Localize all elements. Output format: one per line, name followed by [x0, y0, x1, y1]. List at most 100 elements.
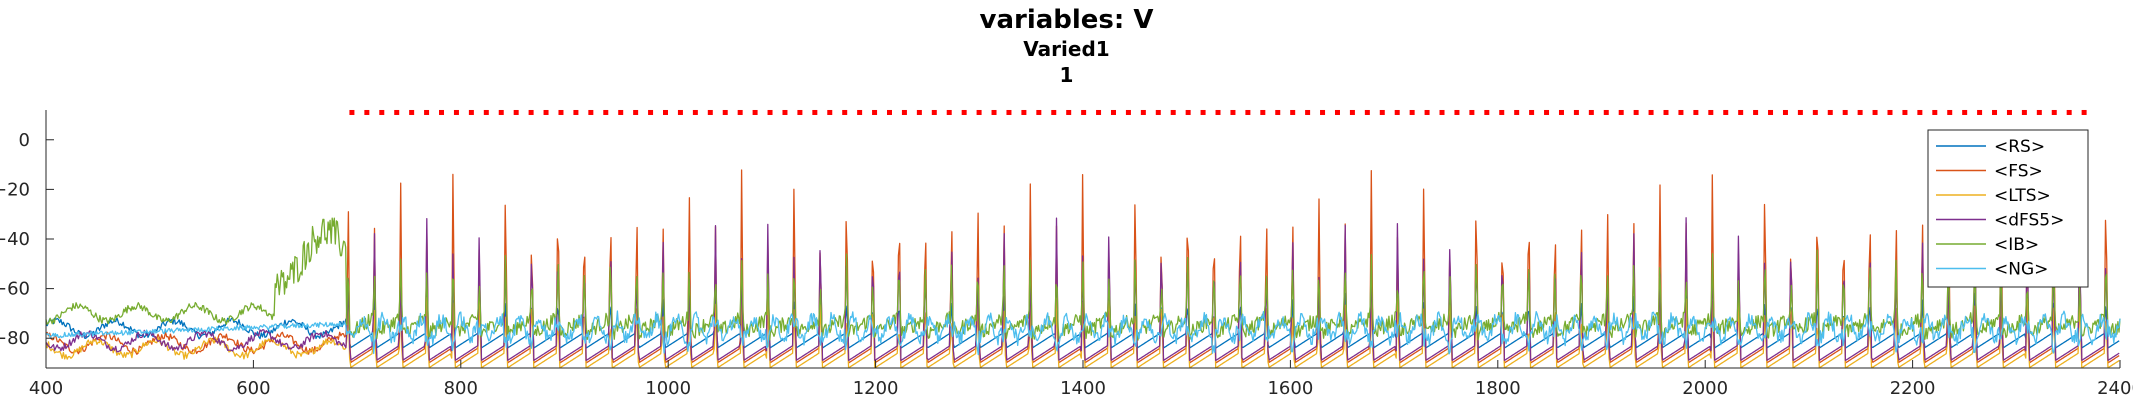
raster-marker: [1349, 109, 1355, 115]
raster-marker: [1170, 109, 1176, 115]
raster-marker: [2036, 109, 2042, 115]
raster-marker: [991, 109, 997, 115]
raster-marker: [1678, 109, 1684, 115]
x-tick-label: 800: [444, 378, 478, 399]
raster-marker: [1454, 109, 1460, 115]
raster-marker: [1962, 109, 1968, 115]
raster-marker: [1947, 109, 1953, 115]
raster-marker: [1708, 109, 1714, 115]
raster-marker: [1469, 109, 1475, 115]
series-line: [45, 217, 2120, 362]
raster-marker: [1155, 109, 1161, 115]
raster-marker: [1245, 109, 1251, 115]
raster-marker: [663, 109, 669, 115]
raster-marker: [737, 109, 743, 115]
raster-marker: [677, 109, 683, 115]
raster-marker: [379, 109, 385, 115]
raster-marker: [692, 109, 698, 115]
raster-marker: [1096, 109, 1102, 115]
raster-marker: [1648, 109, 1654, 115]
raster-marker: [439, 109, 445, 115]
title-block: variables: V Varied1 1: [0, 4, 2133, 88]
x-tick-label: 2000: [1682, 378, 1728, 399]
raster-marker: [976, 109, 982, 115]
raster-marker: [1424, 109, 1430, 115]
raster-marker: [1723, 109, 1729, 115]
raster-marker: [842, 109, 848, 115]
x-tick-label: 2200: [1890, 378, 1936, 399]
raster-marker: [1603, 109, 1609, 115]
y-tick-label: 0: [19, 130, 30, 151]
raster-marker: [528, 109, 534, 115]
raster-marker: [1140, 109, 1146, 115]
raster-marker: [1215, 109, 1221, 115]
raster-marker: [886, 109, 892, 115]
raster-marker: [1663, 109, 1669, 115]
raster-marker: [1320, 109, 1326, 115]
raster-marker: [1066, 109, 1072, 115]
raster-marker: [1006, 109, 1012, 115]
raster-marker: [812, 109, 818, 115]
raster-marker: [1842, 109, 1848, 115]
raster-marker: [2006, 109, 2012, 115]
raster-marker: [1185, 109, 1191, 115]
raster-marker: [1902, 109, 1908, 115]
raster-marker: [1529, 109, 1535, 115]
raster-marker: [1364, 109, 1370, 115]
x-tick-label: 1800: [1475, 378, 1521, 399]
raster-marker: [1932, 109, 1938, 115]
raster-marker: [916, 109, 922, 115]
raster-marker: [1439, 109, 1445, 115]
raster-marker: [901, 109, 907, 115]
y-tick-label: −60: [0, 279, 30, 300]
x-tick-label: 1200: [853, 378, 899, 399]
legend-label: <dFS5>: [1994, 211, 2064, 231]
raster-marker: [1514, 109, 1520, 115]
raster-marker: [1693, 109, 1699, 115]
raster-marker: [573, 109, 579, 115]
raster-marker: [1409, 109, 1415, 115]
trace-group: [45, 169, 2121, 369]
raster-marker: [1992, 109, 1998, 115]
raster-marker: [633, 109, 639, 115]
raster-marker: [1081, 109, 1087, 115]
raster-marker: [782, 109, 788, 115]
raster-marker: [1394, 109, 1400, 115]
raster-marker: [453, 109, 459, 115]
raster-marker: [1125, 109, 1131, 115]
raster-marker: [857, 109, 863, 115]
raster-marker: [364, 109, 370, 115]
raster-marker: [797, 109, 803, 115]
raster-marker: [1887, 109, 1893, 115]
chart-subtitle-varied: Varied1: [1023, 37, 1110, 61]
raster-marker-group: [349, 109, 2087, 115]
y-tick-label: −40: [0, 229, 30, 250]
raster-marker: [1588, 109, 1594, 115]
raster-marker: [752, 109, 758, 115]
raster-marker: [1573, 109, 1579, 115]
raster-marker: [872, 109, 878, 115]
raster-marker: [618, 109, 624, 115]
legend: <RS> <FS> <LTS> <dFS5> <IB> <NG>: [1927, 129, 2089, 288]
raster-marker: [558, 109, 564, 115]
legend-box: [1927, 129, 2089, 288]
raster-marker: [767, 109, 773, 115]
raster-marker: [1738, 109, 1744, 115]
raster-marker: [543, 109, 549, 115]
raster-marker: [1334, 109, 1340, 115]
raster-marker: [1051, 109, 1057, 115]
raster-marker: [603, 109, 609, 115]
raster-marker: [349, 109, 355, 115]
legend-label: <IB>: [1994, 235, 2039, 255]
raster-marker: [498, 109, 504, 115]
raster-marker: [1917, 109, 1923, 115]
series-line: [45, 217, 2121, 341]
y-tick-label: −20: [0, 179, 30, 200]
raster-marker: [707, 109, 713, 115]
raster-marker: [961, 109, 967, 115]
chart-title: variables: V: [979, 5, 1154, 35]
legend-label: <NG>: [1994, 260, 2048, 280]
x-tick-label: 600: [236, 378, 270, 399]
series-line: [45, 296, 2120, 369]
raster-marker: [1305, 109, 1311, 115]
